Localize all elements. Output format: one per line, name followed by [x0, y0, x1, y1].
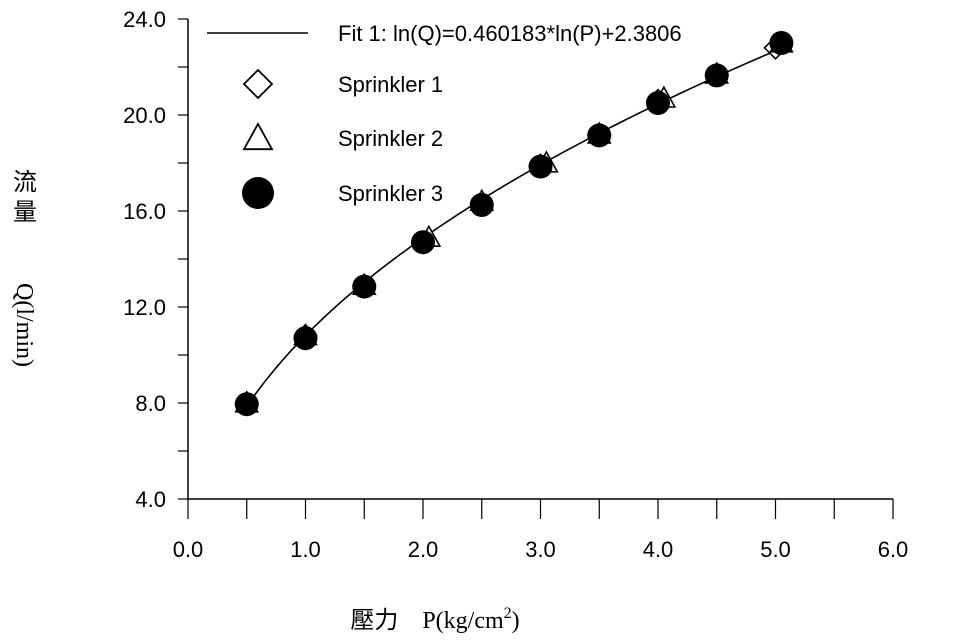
series-3-point	[411, 230, 435, 255]
x-tick-label: 1.0	[290, 537, 321, 562]
legend-series-3-label: Sprinkler 3	[338, 181, 443, 206]
x-tick-label: 5.0	[760, 537, 791, 562]
legend-series-2-label: Sprinkler 2	[338, 126, 443, 151]
y-axis-title-cjk-1: 流	[13, 169, 37, 196]
series-3-point	[234, 392, 259, 417]
x-tick-label: 4.0	[643, 537, 674, 562]
series-3-point	[587, 123, 612, 148]
legend-series-1-label: Sprinkler 1	[338, 72, 443, 97]
y-tick-label: 4.0	[135, 487, 166, 512]
series-3-point	[646, 91, 670, 115]
x-axis-title: 壓力 P(kg/cm2)	[350, 605, 519, 634]
series-3-point	[293, 326, 318, 351]
y-axis-title-cjk-2: 量	[13, 200, 37, 226]
series-3-point	[469, 193, 494, 217]
legend-series-1-marker	[242, 68, 274, 100]
y-tick-label: 16.0	[123, 199, 166, 224]
x-tick-label: 3.0	[525, 537, 556, 562]
legend-fit-label: Fit 1: ln(Q)=0.460183*ln(P)+2.3806	[338, 21, 682, 46]
x-tick-label: 2.0	[408, 537, 439, 562]
legend: Fit 1: ln(Q)=0.460183*ln(P)+2.3806 Sprink…	[207, 21, 682, 209]
y-tick-label: 12.0	[123, 295, 166, 320]
x-tick-label: 0.0	[173, 537, 204, 562]
y-tick-label: 24.0	[123, 7, 166, 32]
x-axis-title-superscript: 2	[504, 605, 512, 622]
y-tick-label: 20.0	[123, 103, 166, 128]
y-tick-label: 8.0	[135, 391, 166, 416]
fit-curve	[246, 47, 782, 407]
x-tick-label: 6.0	[878, 537, 909, 562]
legend-series-3-marker	[242, 177, 274, 209]
y-axis-title: Q(l/min)	[11, 283, 37, 367]
series-3-point	[528, 154, 553, 179]
plot-area: 4.0 8.0 12.0 16.0 20.0 24.0 0.0 1.0 2.0 3.0 4.0 5.0…	[123, 7, 908, 562]
legend-series-2-marker	[242, 122, 274, 151]
series-3-point	[769, 31, 794, 55]
series-3-point	[704, 63, 729, 88]
series-3-point	[352, 274, 377, 299]
